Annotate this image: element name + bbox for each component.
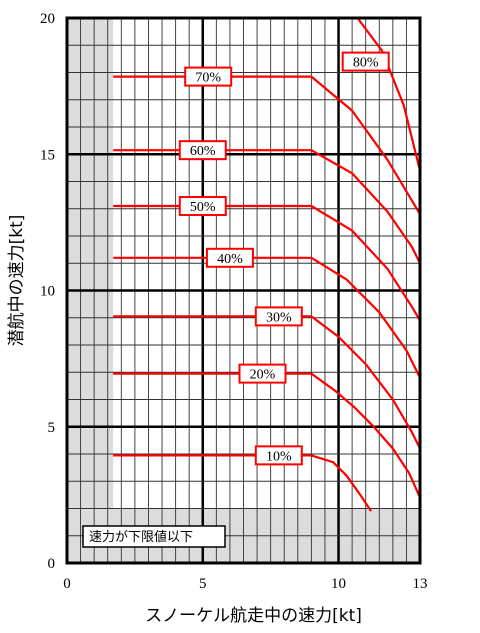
x-tick-label: 13 (413, 576, 428, 592)
y-axis-title: 潜航中の速力[kt] (7, 215, 27, 347)
series-label-box (254, 306, 303, 327)
tick-labels: 0 5 10 13 0 5 10 15 20 (40, 11, 428, 592)
series-label: 50% (190, 200, 216, 215)
series-line-80pct (356, 17, 422, 171)
series-label-box (341, 51, 390, 72)
series-label-box (238, 363, 287, 384)
series-line-40pct (113, 256, 421, 379)
shaded-region-note: 速力が下限値以下 (82, 525, 226, 548)
series-lines (113, 17, 422, 512)
x-tick-label: 5 (199, 576, 207, 592)
plot-frame (65, 16, 422, 565)
series-line-70pct (113, 75, 421, 215)
series-labels: 10% 20% 30% 40% 50% 60% 70% 80% (178, 51, 390, 466)
y-tick-label: 15 (40, 147, 55, 163)
x-axis-title: スノーケル航走中の速力[kt] (145, 606, 362, 626)
x-tick-label: 10 (331, 576, 346, 592)
series-line-10pct (113, 454, 373, 512)
series-line-50pct (113, 204, 421, 322)
series-label: 20% (250, 368, 276, 383)
y-tick-label: 10 (40, 284, 55, 300)
series-line-30pct (113, 315, 421, 449)
series-label-box (178, 140, 227, 161)
y-tick-label: 5 (48, 420, 56, 436)
series-label-box (254, 445, 303, 466)
shaded-region-note-text: 速力が下限値以下 (89, 529, 193, 545)
gridlines (65, 16, 421, 565)
series-label: 30% (266, 310, 292, 325)
series-label: 10% (266, 449, 292, 464)
series-label-box (178, 196, 227, 217)
shaded-region-note-box (82, 525, 226, 548)
series-label: 40% (217, 252, 243, 267)
series-label: 60% (190, 144, 216, 159)
y-tick-label: 0 (48, 556, 56, 572)
series-label-box (184, 66, 233, 87)
series-line-20pct (113, 372, 422, 499)
series-line-60pct (113, 149, 421, 264)
series-label: 80% (353, 56, 379, 71)
series-label-box (205, 247, 254, 268)
y-tick-label: 20 (40, 11, 55, 27)
series-label: 70% (195, 71, 221, 86)
x-tick-label: 0 (63, 576, 71, 592)
